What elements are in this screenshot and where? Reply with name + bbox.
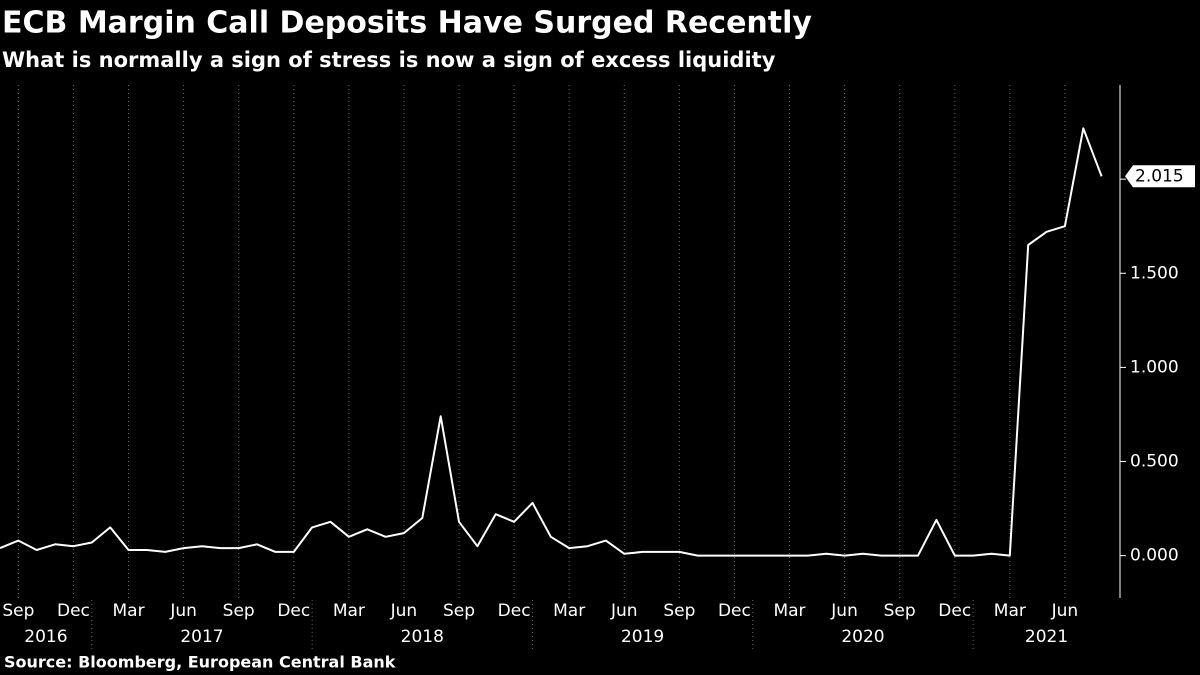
year-label: 2017 xyxy=(180,627,223,647)
x-tick-label: Sep xyxy=(223,601,255,621)
x-tick-label: Dec xyxy=(718,601,751,621)
year-label: 2021 xyxy=(1025,627,1068,647)
x-tick-label: Mar xyxy=(994,601,1026,621)
value-label: 2.015 xyxy=(1135,166,1184,186)
x-tick-label: Sep xyxy=(2,601,34,621)
year-label: 2019 xyxy=(621,627,664,647)
source: Source: Bloomberg, European Central Bank xyxy=(4,653,396,672)
y-tick-label: 1.500 xyxy=(1130,263,1179,283)
year-label: 2018 xyxy=(401,627,444,647)
x-tick-label: Mar xyxy=(112,601,144,621)
x-tick-label: Jun xyxy=(610,601,638,621)
x-tick-label: Mar xyxy=(553,601,585,621)
x-tick-label: Dec xyxy=(938,601,971,621)
year-label: 2020 xyxy=(841,627,884,647)
x-tick-label: Sep xyxy=(443,601,475,621)
x-tick-label: Mar xyxy=(773,601,805,621)
y-tick-label: 1.000 xyxy=(1130,357,1179,377)
y-tick-label: 0.000 xyxy=(1130,546,1179,566)
x-tick-label: Jun xyxy=(1051,601,1079,621)
x-tick-label: Jun xyxy=(390,601,418,621)
x-tick-label: Dec xyxy=(498,601,531,621)
x-tick-label: Sep xyxy=(884,601,916,621)
line xyxy=(0,127,1103,557)
chart-title: ECB Margin Call Deposits Have Surged Rec… xyxy=(2,6,812,41)
x-tick-label: Mar xyxy=(333,601,365,621)
x-tick-label: Dec xyxy=(57,601,90,621)
x-tick-label: Dec xyxy=(277,601,310,621)
year-label: 2016 xyxy=(24,627,67,647)
x-tick-label: Jun xyxy=(830,601,858,621)
value-label-box xyxy=(1125,165,1195,188)
y-tick-label: 0.500 xyxy=(1130,452,1179,472)
chart-subtitle: What is normally a sign of stress is now… xyxy=(2,48,776,72)
x-tick-label: Jun xyxy=(169,601,197,621)
x-tick-label: Sep xyxy=(663,601,695,621)
